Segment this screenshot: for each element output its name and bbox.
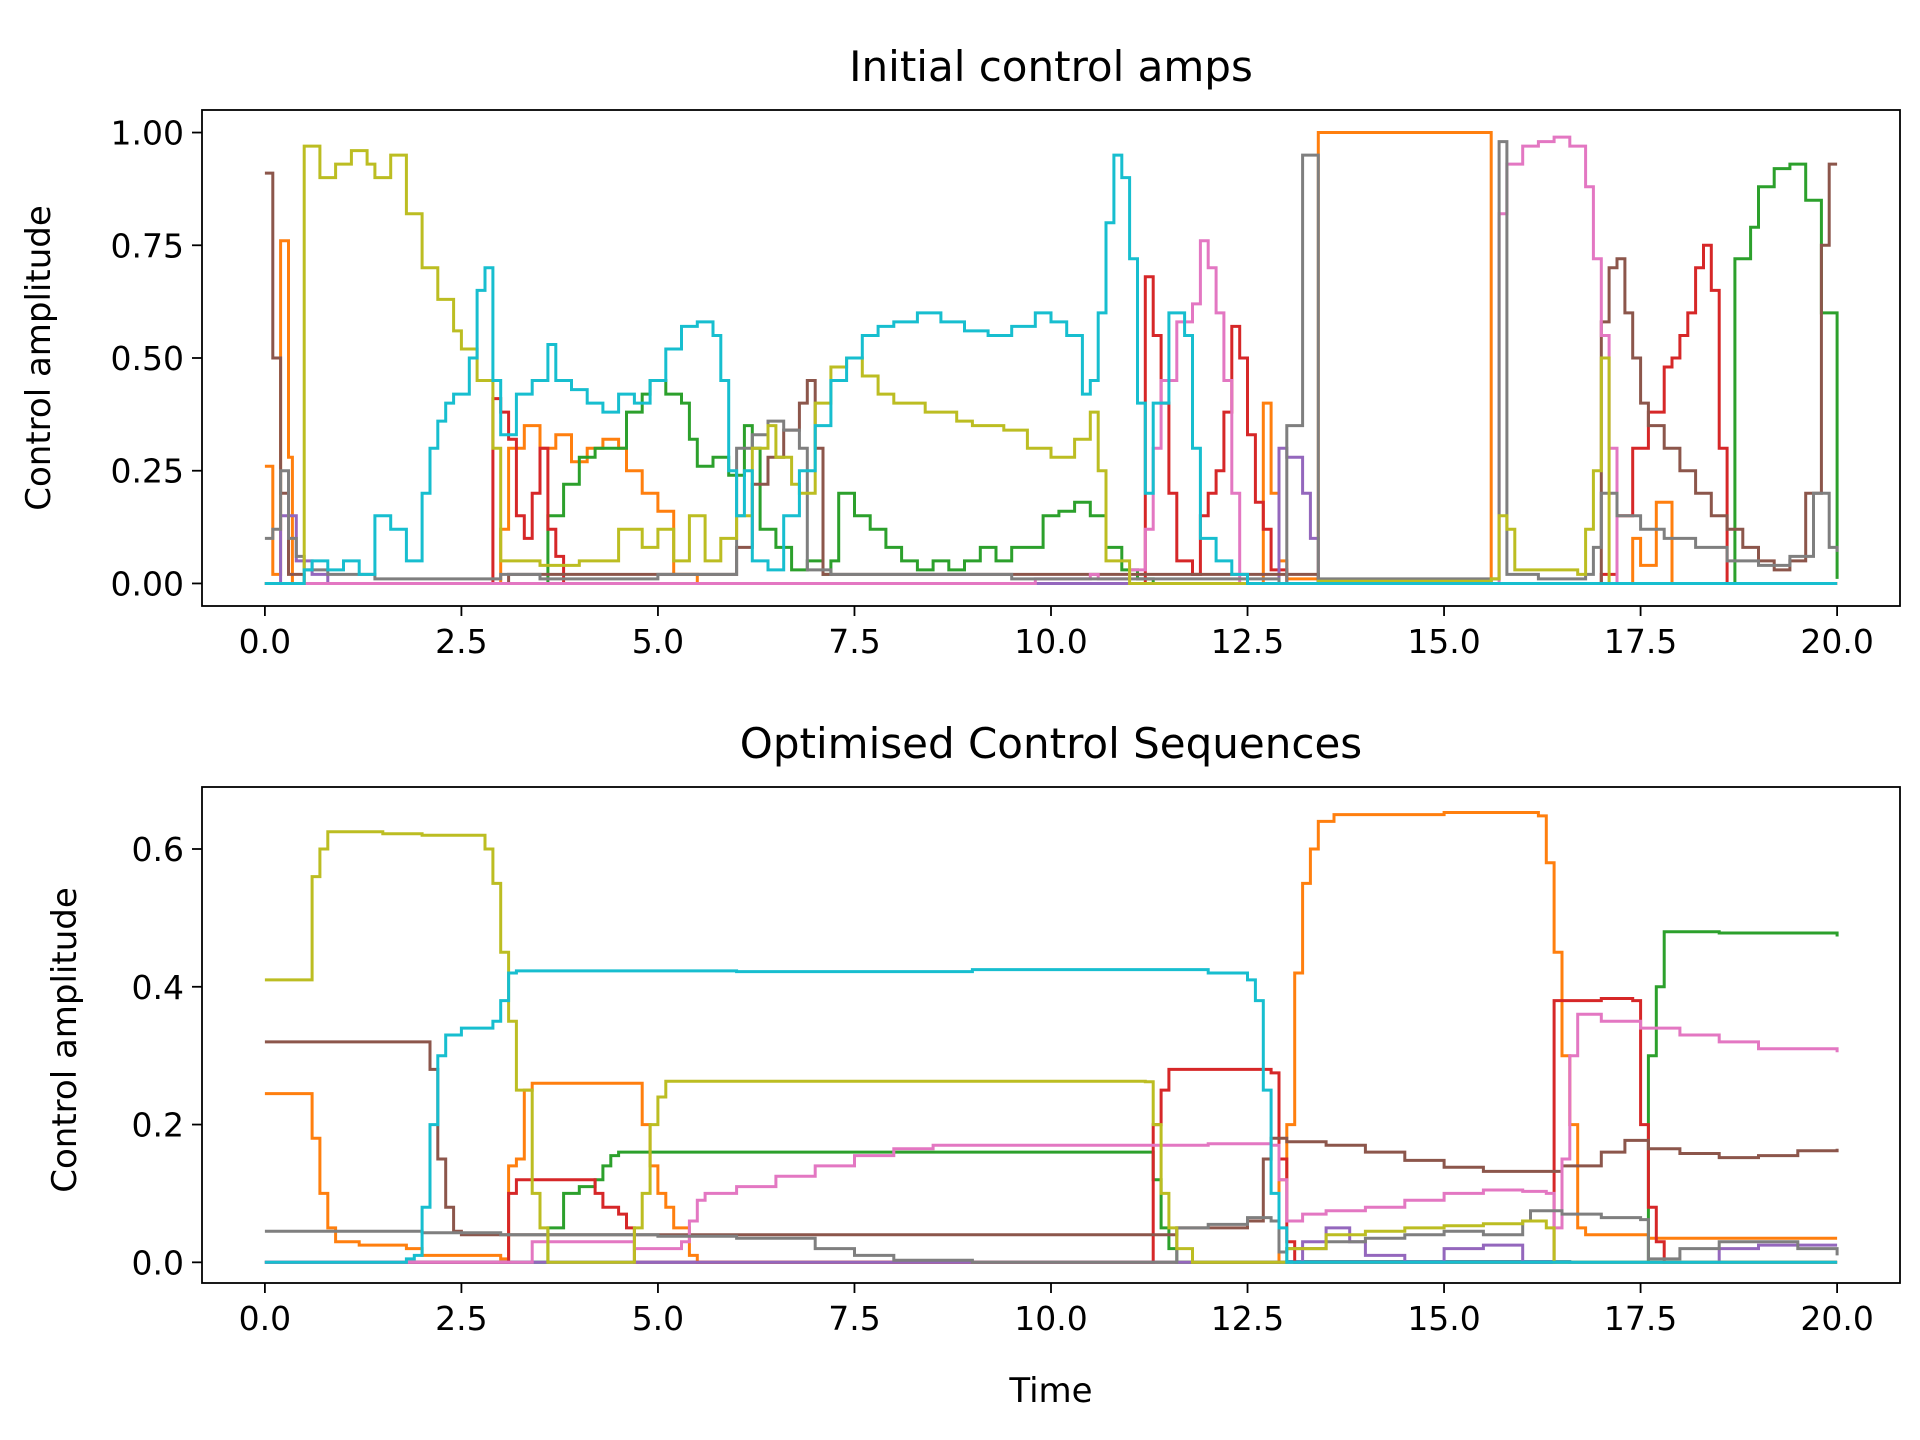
- x-tick-label: 0.0: [239, 622, 291, 661]
- x-tick-label: 0.0: [239, 1299, 291, 1338]
- ticks-layer: 0.0 2.5 5.0 7.5 10.0 12.5 15.0 17.5 20.0 0.00 0.25…: [111, 114, 1874, 661]
- y-tick-label: 1.00: [111, 114, 184, 153]
- x-tick-label: 10.0: [1014, 622, 1087, 661]
- x-tick-label: 20.0: [1800, 1299, 1873, 1338]
- x-tick-label: 2.5: [435, 1299, 487, 1338]
- y-tick-label: 0.00: [111, 564, 184, 603]
- series-line-8: [264, 830, 1838, 1264]
- series-layer: [264, 811, 1839, 1264]
- chart-title: Optimised Control Sequences: [740, 719, 1362, 768]
- y-tick-label: 0.6: [132, 830, 184, 869]
- y-tick-label: 0.2: [132, 1106, 184, 1145]
- x-tick-label: 10.0: [1014, 1299, 1087, 1338]
- x-tick-label: 2.5: [435, 622, 487, 661]
- y-tick-label: 0.50: [111, 339, 184, 378]
- series-line-6: [264, 135, 1838, 585]
- ticks-layer: 0.0 2.5 5.0 7.5 10.0 12.5 15.0 17.5 20.0 0.0 0.2 0.…: [132, 830, 1874, 1338]
- plot-frame: [201, 786, 1901, 1284]
- x-tick-label: 15.0: [1407, 622, 1480, 661]
- chart-title: Initial control amps: [849, 42, 1253, 91]
- series-line-5: [264, 1040, 1839, 1237]
- y-tick-label: 0.0: [132, 1243, 184, 1282]
- series-line-9: [264, 153, 1838, 585]
- initial-control-amps-chart: Initial control amps Control amplitude 0…: [19, 42, 1901, 661]
- y-axis-label: Control amplitude: [45, 887, 85, 1193]
- x-tick-label: 5.0: [632, 1299, 684, 1338]
- x-tick-label: 20.0: [1800, 622, 1873, 661]
- y-tick-label: 0.75: [111, 226, 184, 265]
- x-tick-label: 5.0: [632, 622, 684, 661]
- x-tick-label: 12.5: [1211, 622, 1284, 661]
- x-tick-label: 12.5: [1211, 1299, 1284, 1338]
- optimised-control-sequences-chart: Optimised Control Sequences Control ampl…: [45, 719, 1901, 1411]
- y-tick-label: 0.25: [111, 452, 184, 491]
- series-layer: [264, 131, 1839, 585]
- series-line-6: [264, 1012, 1839, 1264]
- x-tick-label: 15.0: [1407, 1299, 1480, 1338]
- x-axis-label: Time: [1008, 1371, 1092, 1411]
- x-tick-label: 17.5: [1604, 1299, 1677, 1338]
- y-tick-label: 0.4: [132, 968, 184, 1007]
- series-line-3: [264, 243, 1838, 585]
- x-tick-label: 17.5: [1604, 622, 1677, 661]
- series-line-5: [264, 162, 1838, 585]
- x-tick-label: 7.5: [828, 1299, 880, 1338]
- y-axis-label: Control amplitude: [19, 205, 59, 511]
- x-tick-label: 7.5: [828, 622, 880, 661]
- series-line-9: [264, 968, 1838, 1264]
- plot-frame: [201, 109, 1901, 607]
